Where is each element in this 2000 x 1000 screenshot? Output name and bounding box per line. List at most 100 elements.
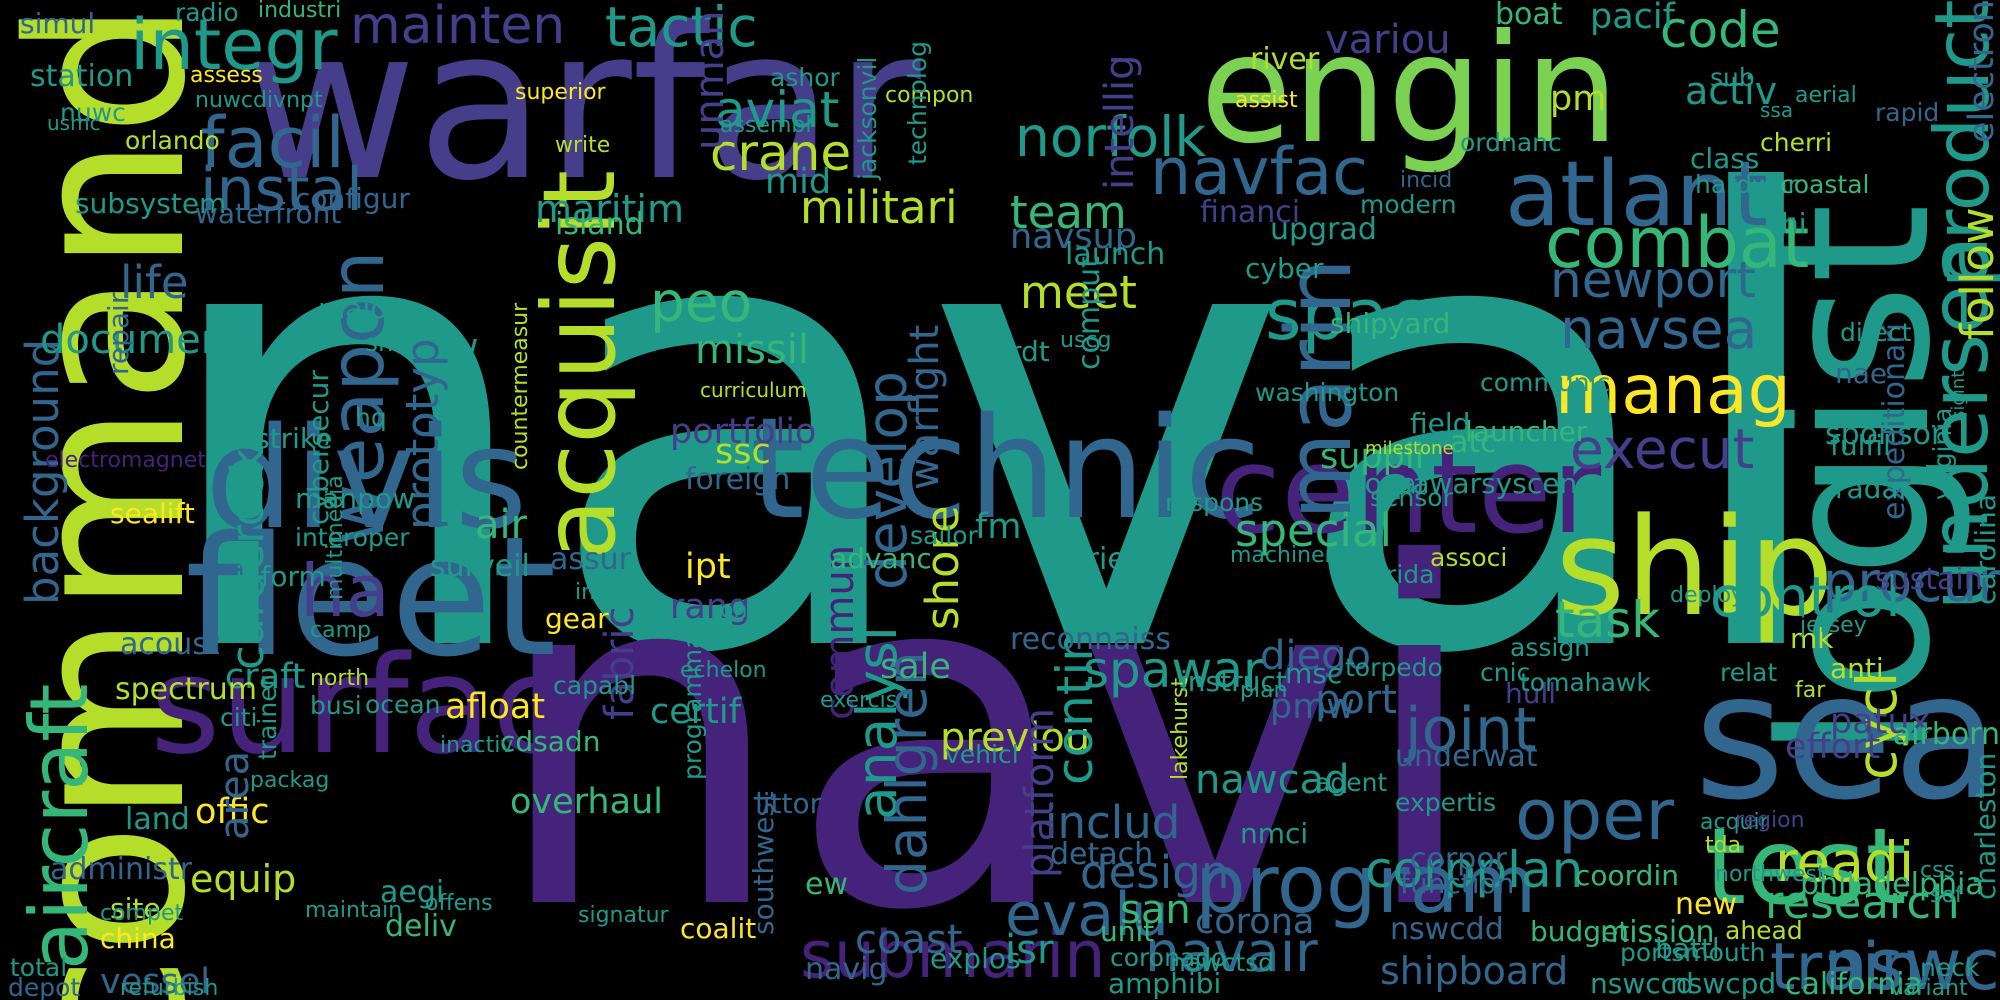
word-major: major xyxy=(318,292,399,325)
word-mk: mk xyxy=(1790,622,1834,655)
word-code: code xyxy=(1660,1,1781,59)
word-surfac: surfac xyxy=(150,627,566,784)
word-anti: anti xyxy=(1830,652,1884,685)
word-thi: thi xyxy=(1770,207,1807,240)
word-execut: execut xyxy=(1570,417,1755,481)
word-compon: compon xyxy=(885,83,974,108)
word-plan: plan xyxy=(1240,678,1288,703)
word-peo: peo xyxy=(650,270,753,334)
word-new: new xyxy=(1675,887,1738,922)
word-team: team xyxy=(1010,186,1127,239)
word-instruct: instruct xyxy=(1180,665,1287,698)
word-assist: assist xyxy=(1235,88,1298,113)
word-assess: assess xyxy=(190,63,263,88)
word-california: california xyxy=(1785,967,1924,1000)
word-spectrum: spectrum xyxy=(115,672,257,707)
word-technolog: technolog xyxy=(903,40,932,165)
word-land: land xyxy=(125,802,190,837)
word-milestone: milestone xyxy=(1365,438,1454,459)
word-coalit: coalit xyxy=(680,912,757,945)
word-includ: includ xyxy=(1045,796,1181,849)
word-test: test xyxy=(1705,806,1907,928)
word-ddg: ddg xyxy=(1210,336,1252,361)
word-diego: diego xyxy=(1260,633,1371,679)
word-maritim: maritim xyxy=(535,187,684,231)
word-spawarsyscen: spawarsyscen xyxy=(1380,467,1578,500)
word-navi: navi xyxy=(490,466,1485,1000)
word-aerial: aerial xyxy=(1795,83,1857,108)
word-area: area xyxy=(212,750,258,840)
word-unit: unit xyxy=(1100,915,1155,948)
word-coronado: coronado xyxy=(1110,943,1227,972)
word-nswc: nswc xyxy=(1823,924,2000,1000)
word-jacksonvil: jacksonvil xyxy=(853,56,882,180)
word-ship: ship xyxy=(1555,489,1835,646)
word-hq: hq xyxy=(355,403,387,432)
word-boat: boat xyxy=(1495,0,1563,32)
word-radar: radar xyxy=(1835,472,1911,505)
word-acquir: acquir xyxy=(1700,810,1769,835)
word-fm: fm xyxy=(975,507,1022,547)
word-navsup: navsup xyxy=(1010,217,1137,257)
word-patux: patux xyxy=(1830,702,1931,742)
word-portfolio: portfolio xyxy=(670,412,817,452)
word-offic: offic xyxy=(195,792,270,832)
word-station: station xyxy=(30,59,134,94)
word-florida: florida xyxy=(1355,560,1435,589)
word-life: life xyxy=(120,256,189,309)
word-radio: radio xyxy=(175,0,239,27)
word-budget: budget xyxy=(1530,915,1630,948)
word-portsmouth: portsmouth xyxy=(1620,938,1766,967)
word-atc: atc xyxy=(1450,425,1497,460)
word-css: css xyxy=(1920,858,1956,883)
word-river: river xyxy=(1250,42,1320,77)
word-overhaul: overhaul xyxy=(510,782,663,822)
word-integr: integr xyxy=(130,4,338,86)
word-militari: militari xyxy=(800,181,958,234)
word-underwat: underwat xyxy=(1395,739,1538,774)
word-tda: tda xyxy=(1705,833,1742,858)
word-corpplan: corpplan xyxy=(1365,841,1584,899)
word-suppli: suppli xyxy=(1320,437,1425,477)
word-manpow: manpow xyxy=(295,482,415,515)
word-foreign: foreign xyxy=(685,462,791,497)
word-sigint: sigint xyxy=(1948,370,1969,420)
word-island: island xyxy=(555,207,644,242)
word-expertis: expertis xyxy=(1395,788,1497,817)
word-relat: relat xyxy=(1720,658,1778,687)
word-field: field xyxy=(1410,407,1471,440)
word-equip: equip xyxy=(190,857,297,901)
word-electromagnet: electromagnet xyxy=(45,448,206,473)
word-nawcad: nawcad xyxy=(1195,757,1350,803)
word-programmat: programmat xyxy=(678,623,707,780)
word-nmci: nmci xyxy=(1240,817,1309,850)
word-joint: joint xyxy=(1405,695,1537,765)
word-busi: busi xyxy=(310,691,362,720)
word-launcher: launcher xyxy=(1465,415,1588,448)
word-submarin: submarin xyxy=(800,918,1106,993)
word-virginia: virginia xyxy=(1928,407,1957,500)
word-spawar: spawar xyxy=(1083,641,1264,699)
word-mainten: mainten xyxy=(350,0,566,56)
word-repair: repair xyxy=(102,292,135,375)
word-navsea: navsea xyxy=(1560,297,1758,361)
word-rang: rang xyxy=(670,587,751,627)
word-carderock: carderock xyxy=(221,447,274,670)
word-interoper: interoper xyxy=(295,523,410,552)
word-indiana: indiana xyxy=(575,580,657,605)
word-corpor: corpor xyxy=(1410,842,1507,877)
word-research: research xyxy=(1765,876,1960,929)
word-administr: administr xyxy=(50,852,193,887)
word-sealift: sealift xyxy=(110,497,195,530)
word-communic: communic xyxy=(1480,368,1611,397)
word-mid: mid xyxy=(765,162,832,202)
word-gear: gear xyxy=(545,602,609,635)
word-evalu: evalu xyxy=(1005,880,1169,950)
word-navig: navig xyxy=(805,952,888,987)
word-hull: hull xyxy=(1505,677,1557,710)
word-capabl: capabl xyxy=(553,671,637,700)
word-manag: manag xyxy=(1555,351,1791,430)
word-uscg: uscg xyxy=(1060,328,1112,353)
word-surveil: surveil xyxy=(430,549,530,584)
